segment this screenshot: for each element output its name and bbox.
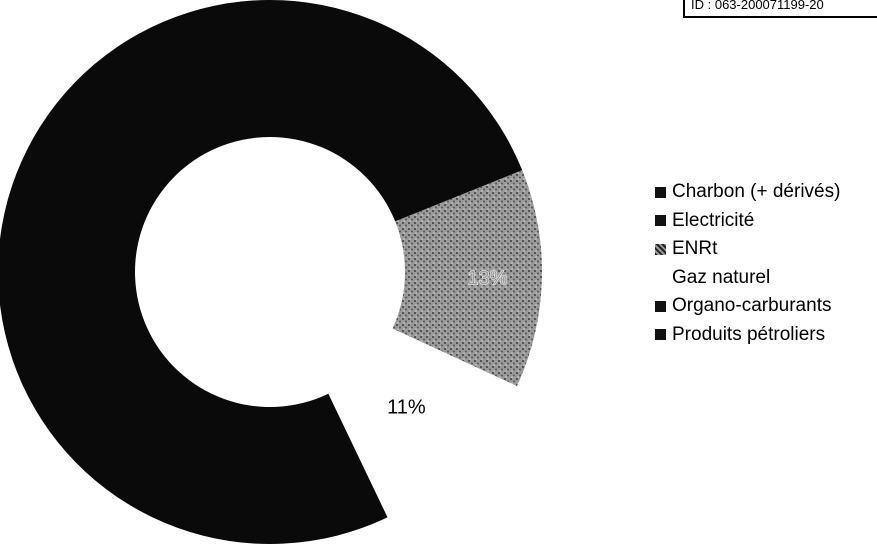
legend-item: ENRt: [655, 235, 840, 264]
legend-label: Electricité: [672, 209, 755, 231]
legend-item: Electricité: [655, 207, 840, 236]
legend-swatch: [655, 329, 666, 341]
legend-label: Produits pétroliers: [672, 323, 826, 345]
data-label-enrt: 13%: [467, 267, 507, 289]
legend-swatch: [655, 272, 666, 283]
legend-label: Charbon (+ dérivés): [672, 181, 841, 202]
slice-produits-p-troliers: [0, 0, 523, 544]
data-label-gaz-naturel: 11%: [387, 396, 426, 418]
legend-item: Organo-carburants: [655, 292, 840, 321]
chart-legend: Charbon (+ dérivés) Electricité ENRt Gaz na…: [655, 178, 840, 349]
legend-label: ENRt: [672, 238, 718, 259]
slice-enrt: [392, 170, 542, 387]
legend-item: Gaz naturel: [655, 264, 840, 293]
slice-gaz-naturel: [328, 328, 517, 518]
legend-swatch: [655, 243, 666, 255]
legend-label: Gaz naturel: [672, 266, 771, 288]
legend-swatch: [655, 186, 666, 198]
legend-swatch: [655, 215, 666, 227]
document-id-label: ID : 063-200071199-20: [683, 0, 877, 18]
legend-item: Produits pétroliers: [655, 321, 840, 350]
legend-swatch: [655, 300, 666, 312]
legend-label: Organo-carburants: [672, 295, 832, 316]
legend-item: Charbon (+ dérivés): [655, 178, 840, 207]
